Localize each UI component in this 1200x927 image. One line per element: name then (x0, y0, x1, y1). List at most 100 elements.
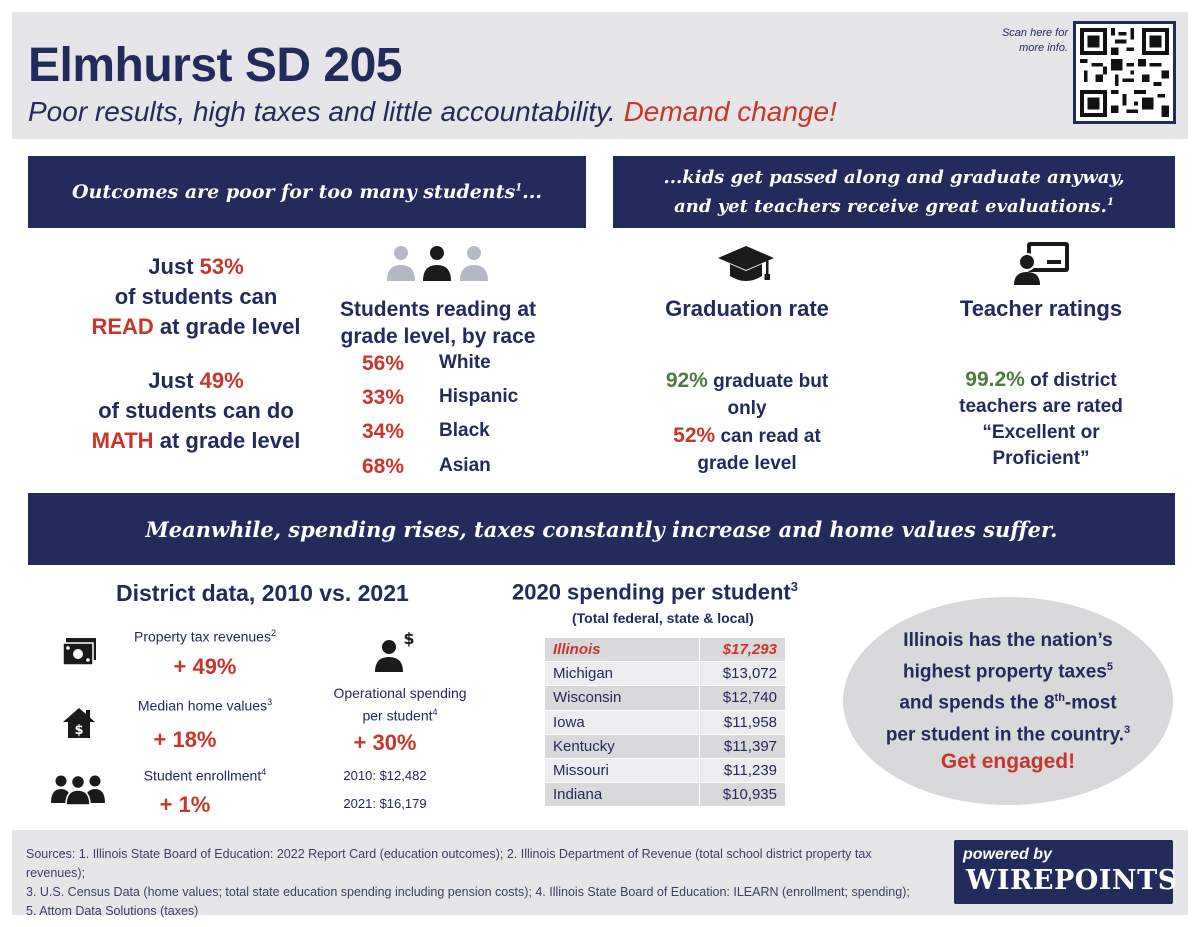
read-line2: of students can (114, 284, 278, 309)
amount-cell: $12,740 (699, 685, 786, 711)
graduation-banner-line1: ...kids get passed along and graduate an… (663, 167, 1125, 188)
graduation-text1: graduate but only (713, 371, 829, 419)
state-cell: Iowa (544, 709, 700, 735)
sources-line3: 5. Attom Data Solutions (taxes) (26, 904, 199, 918)
wirepoints-brand: WIREPOINTS (966, 865, 1178, 896)
callout-th: th (1054, 692, 1065, 705)
race-label: Black (439, 420, 490, 441)
callout-cta: Get engaged! (940, 749, 1076, 773)
table-row: Indiana $10,935 (544, 782, 786, 808)
amount-cell: $13,072 (699, 661, 786, 687)
callout-ellipse (843, 597, 1173, 805)
math-prefix: Just (148, 368, 194, 393)
spending-table: Illinois $17,293 Michigan $13,072 Wisconsi… (544, 636, 786, 808)
math-tail: at grade level (159, 428, 301, 453)
graduation-banner-sup: 1 (1106, 197, 1114, 208)
callout-sup5: 5 (1106, 661, 1113, 673)
outcomes-banner-sup: 1 (515, 182, 523, 194)
amount-cell: $11,958 (699, 709, 786, 735)
spending-title-text: 2020 spending per student (512, 579, 791, 605)
race-label: Asian (439, 455, 491, 476)
table-row: Iowa $11,958 (544, 709, 786, 735)
people-group-icon (385, 244, 493, 282)
read-prefix: Just (148, 254, 194, 279)
state-cell: Illinois (544, 636, 700, 663)
outcomes-banner-tail: ... (522, 181, 543, 203)
amount-cell: $11,239 (699, 757, 786, 784)
svg-text:$: $ (403, 630, 414, 648)
district-title: District data, 2010 vs. 2021 (116, 580, 409, 606)
money-icon (62, 636, 98, 668)
teacher-title: Teacher ratings (959, 296, 1123, 321)
table-row: Michigan $13,072 (544, 661, 786, 687)
graduation-cap-icon (716, 244, 776, 286)
enrollment-sup: 4 (261, 767, 267, 777)
home-value: + 18% (153, 727, 217, 752)
person-dollar-icon: $ (372, 629, 418, 674)
outcomes-banner: Outcomes are poor for too many students1… (28, 156, 586, 228)
enrollment-label: Student enrollment4 (105, 767, 305, 784)
race-pct: 56% (362, 352, 405, 375)
callout-line3a: and spends the 8 (899, 692, 1055, 714)
state-cell: Indiana (544, 782, 700, 808)
read-subject: READ (91, 314, 154, 339)
subtitle-main: Poor results, high taxes and little acco… (28, 96, 616, 127)
outcomes-banner-text: Outcomes are poor for too many students (71, 181, 516, 203)
graduation-text2: can read at grade level (697, 426, 821, 474)
operational-2021: 2021: $16,179 (343, 796, 427, 811)
home-label-text: Median home values (137, 697, 268, 714)
sources-line2: 3. U.S. Census Data (home values; total … (26, 885, 910, 899)
sources-line1: Sources: 1. Illinois State Board of Educ… (26, 847, 872, 880)
state-cell: Missouri (544, 757, 700, 784)
graduation-pct: 92% (665, 369, 708, 392)
qr-code-icon[interactable] (1073, 21, 1176, 124)
math-pct: 49% (199, 368, 244, 393)
page-subtitle: Poor results, high taxes and little acco… (28, 96, 837, 128)
read-pct: 53% (199, 254, 244, 279)
property-sup: 2 (270, 628, 276, 638)
race-row: 56% White (362, 352, 562, 382)
enrollment-value: + 1% (159, 792, 211, 817)
teacher-pct: 99.2% (965, 368, 1025, 391)
race-title: Students reading at grade level, by race (339, 298, 537, 348)
state-cell: Wisconsin (544, 685, 700, 711)
teacher-desc: of district teachers are rated “Excellen… (959, 370, 1123, 469)
race-row: 68% Asian (362, 455, 562, 485)
state-cell: Kentucky (544, 733, 700, 759)
scan-instruction: Scan here for more info. (1001, 27, 1068, 54)
graduation-text: 92% graduate but only 52% can read at gr… (652, 367, 842, 477)
subtitle-call-to-action: Demand change! (623, 96, 837, 127)
callout-line2: highest property taxes (903, 661, 1107, 683)
property-label-text: Property tax revenues (134, 628, 271, 645)
graduation-banner: ...kids get passed along and graduate an… (613, 156, 1175, 228)
graduation-title: Graduation rate (665, 296, 829, 321)
graduation-read-pct: 52% (673, 424, 716, 447)
house-dollar-icon: $ (62, 706, 96, 740)
operational-value: + 30% (353, 730, 417, 755)
enrollment-label-text: Student enrollment (143, 767, 262, 784)
operational-label: Operational spending per student4 (315, 684, 485, 726)
svg-text:$: $ (74, 723, 83, 738)
students-group-icon (50, 773, 106, 806)
teacher-board-icon (1013, 240, 1071, 286)
home-sup: 3 (267, 697, 273, 707)
race-label: White (439, 352, 491, 373)
spending-banner: Meanwhile, spending rises, taxes constan… (28, 493, 1175, 565)
property-label: Property tax revenues2 (105, 628, 305, 645)
amount-cell: $11,397 (699, 733, 786, 759)
spending-subtitle: (Total federal, state & local) (572, 610, 754, 626)
race-pct: 68% (362, 455, 405, 478)
read-stat: Just 53% of students can READ at grade l… (86, 252, 306, 342)
math-line2: of students can do (98, 398, 294, 423)
wirepoints-logo[interactable] (954, 840, 1173, 904)
callout-line1: Illinois has the nation’s (903, 630, 1113, 651)
graduation-banner-line2: and yet teachers receive great evaluatio… (674, 196, 1107, 217)
callout-line3b: -most (1064, 692, 1117, 714)
operational-2010: 2010: $12,482 (343, 768, 427, 783)
race-row: 33% Hispanic (362, 386, 562, 416)
operational-label2: per student (362, 707, 433, 724)
teacher-text: 99.2% of district teachers are rated “Ex… (936, 367, 1146, 472)
callout-text: Illinois has the nation’s highest proper… (858, 628, 1158, 775)
operational-sup: 4 (432, 707, 438, 717)
table-row: Kentucky $11,397 (544, 733, 786, 759)
